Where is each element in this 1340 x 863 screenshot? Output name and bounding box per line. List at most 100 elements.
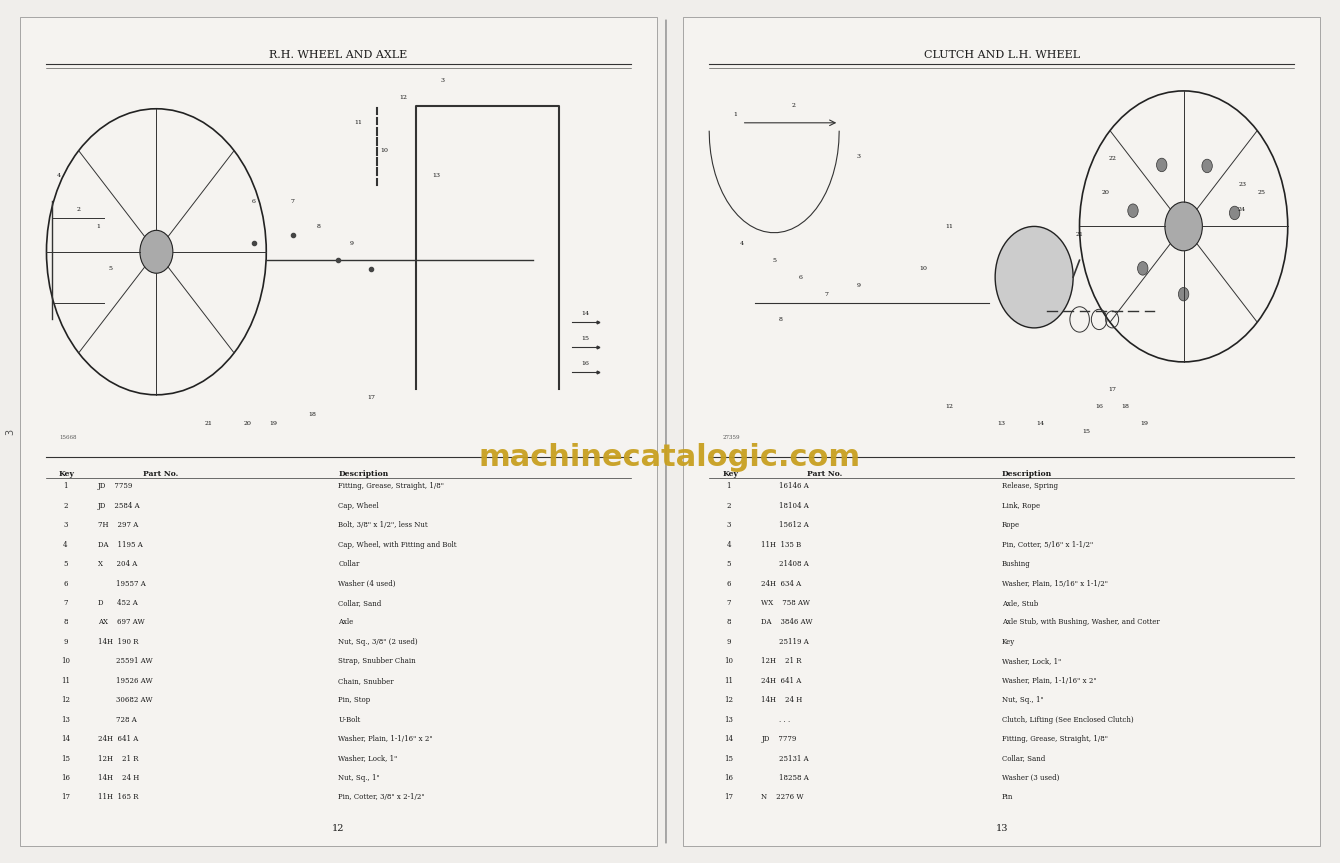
Text: 19: 19 bbox=[1140, 420, 1148, 425]
Text: 19526 AW: 19526 AW bbox=[98, 677, 153, 684]
Text: 13: 13 bbox=[998, 420, 1005, 425]
Text: Washer, Lock, 1": Washer, Lock, 1" bbox=[1001, 658, 1061, 665]
Circle shape bbox=[1138, 261, 1148, 275]
Circle shape bbox=[1178, 287, 1189, 301]
Text: machinecatalogic.com: machinecatalogic.com bbox=[478, 443, 862, 472]
Text: CLUTCH AND L.H. WHEEL: CLUTCH AND L.H. WHEEL bbox=[923, 50, 1080, 60]
Text: Key: Key bbox=[59, 469, 75, 477]
Circle shape bbox=[1128, 204, 1138, 217]
Text: 18: 18 bbox=[308, 413, 316, 417]
Text: 6: 6 bbox=[252, 198, 256, 204]
Text: 13: 13 bbox=[60, 715, 70, 724]
Text: 6: 6 bbox=[63, 580, 67, 588]
Text: 18104 A: 18104 A bbox=[761, 501, 809, 510]
Text: 14: 14 bbox=[60, 735, 70, 743]
Text: Nut, Sq., 3/8" (2 used): Nut, Sq., 3/8" (2 used) bbox=[338, 638, 418, 646]
Text: Bolt, 3/8" x 1/2", less Nut: Bolt, 3/8" x 1/2", less Nut bbox=[338, 521, 427, 529]
Text: 20: 20 bbox=[1101, 190, 1110, 195]
Text: 5: 5 bbox=[109, 266, 113, 271]
Text: Axle: Axle bbox=[338, 619, 354, 627]
Text: 9: 9 bbox=[63, 638, 67, 646]
Text: JD    7759: JD 7759 bbox=[98, 482, 133, 490]
Text: 18258 A: 18258 A bbox=[761, 774, 809, 782]
Text: 15: 15 bbox=[1083, 429, 1091, 434]
Text: Key: Key bbox=[722, 469, 738, 477]
Text: 17: 17 bbox=[1108, 387, 1116, 392]
Text: Washer (3 used): Washer (3 used) bbox=[1001, 774, 1059, 782]
Text: 17: 17 bbox=[724, 793, 733, 802]
Text: 2: 2 bbox=[726, 501, 730, 510]
Text: 9: 9 bbox=[726, 638, 730, 646]
Text: 10: 10 bbox=[919, 266, 927, 271]
Text: Chain, Snubber: Chain, Snubber bbox=[338, 677, 394, 684]
Text: 17: 17 bbox=[60, 793, 70, 802]
Text: 8: 8 bbox=[63, 619, 67, 627]
Text: 15612 A: 15612 A bbox=[761, 521, 809, 529]
Text: 16: 16 bbox=[724, 774, 733, 782]
Text: 16146 A: 16146 A bbox=[761, 482, 809, 490]
Text: N    2276 W: N 2276 W bbox=[761, 793, 804, 802]
Text: 2: 2 bbox=[63, 501, 67, 510]
Text: Washer, Plain, 15/16" x 1-1/2": Washer, Plain, 15/16" x 1-1/2" bbox=[1001, 580, 1108, 588]
Text: 2: 2 bbox=[76, 207, 80, 212]
Text: X      204 A: X 204 A bbox=[98, 560, 137, 568]
Text: 15: 15 bbox=[724, 754, 733, 763]
Text: 25591 AW: 25591 AW bbox=[98, 658, 153, 665]
Text: 7: 7 bbox=[63, 599, 67, 607]
Text: 14H    24 H: 14H 24 H bbox=[761, 696, 803, 704]
Text: 11H  165 R: 11H 165 R bbox=[98, 793, 138, 802]
Text: 13: 13 bbox=[996, 824, 1008, 834]
Text: 11: 11 bbox=[724, 677, 733, 684]
Text: Pin, Stop: Pin, Stop bbox=[338, 696, 371, 704]
Text: 3: 3 bbox=[441, 78, 445, 83]
Text: JD    7779: JD 7779 bbox=[761, 735, 796, 743]
Text: 5: 5 bbox=[63, 560, 67, 568]
Text: 18: 18 bbox=[1122, 404, 1130, 408]
Text: Fitting, Grease, Straight, 1/8": Fitting, Grease, Straight, 1/8" bbox=[1001, 735, 1108, 743]
Text: 9: 9 bbox=[350, 241, 354, 246]
Text: 14: 14 bbox=[1037, 420, 1045, 425]
Text: 8: 8 bbox=[726, 619, 730, 627]
Text: 10: 10 bbox=[379, 148, 387, 153]
FancyBboxPatch shape bbox=[683, 17, 1320, 846]
Text: Rope: Rope bbox=[1001, 521, 1020, 529]
Text: 11H  135 B: 11H 135 B bbox=[761, 540, 801, 549]
Text: 12H    21 R: 12H 21 R bbox=[98, 754, 138, 763]
Text: 8: 8 bbox=[779, 317, 783, 322]
Text: 5: 5 bbox=[726, 560, 730, 568]
Text: Pin, Cotter, 3/8" x 2-1/2": Pin, Cotter, 3/8" x 2-1/2" bbox=[338, 793, 425, 802]
Text: Part No.: Part No. bbox=[807, 469, 842, 477]
Text: Release, Spring: Release, Spring bbox=[1001, 482, 1057, 490]
Text: 6: 6 bbox=[799, 274, 803, 280]
Text: 12: 12 bbox=[60, 696, 70, 704]
Text: 11: 11 bbox=[60, 677, 70, 684]
Circle shape bbox=[139, 230, 173, 274]
Text: 17: 17 bbox=[367, 395, 375, 400]
Text: DA    1195 A: DA 1195 A bbox=[98, 540, 142, 549]
Text: 16: 16 bbox=[60, 774, 70, 782]
Text: Part No.: Part No. bbox=[143, 469, 178, 477]
Text: Axle, Stub: Axle, Stub bbox=[1001, 599, 1038, 607]
Text: 7H    297 A: 7H 297 A bbox=[98, 521, 138, 529]
Text: R.H. WHEEL AND AXLE: R.H. WHEEL AND AXLE bbox=[269, 50, 407, 60]
Text: Collar, Sand: Collar, Sand bbox=[338, 599, 382, 607]
Text: Link, Rope: Link, Rope bbox=[1001, 501, 1040, 510]
Text: Washer, Lock, 1": Washer, Lock, 1" bbox=[338, 754, 398, 763]
Text: 30682 AW: 30682 AW bbox=[98, 696, 153, 704]
Text: 14H  190 R: 14H 190 R bbox=[98, 638, 138, 646]
Text: 4: 4 bbox=[63, 540, 67, 549]
Text: 15: 15 bbox=[582, 336, 590, 341]
Text: 11: 11 bbox=[946, 224, 954, 229]
Text: 15668: 15668 bbox=[59, 435, 76, 440]
Text: Pin, Cotter, 5/16" x 1-1/2": Pin, Cotter, 5/16" x 1-1/2" bbox=[1001, 540, 1093, 549]
Circle shape bbox=[1164, 202, 1202, 251]
Text: Bushing: Bushing bbox=[1001, 560, 1030, 568]
Text: 25131 A: 25131 A bbox=[761, 754, 809, 763]
Text: 23: 23 bbox=[1238, 181, 1246, 186]
Text: Description: Description bbox=[338, 469, 389, 477]
Text: Cap, Wheel: Cap, Wheel bbox=[338, 501, 379, 510]
Text: Clutch, Lifting (See Enclosed Clutch): Clutch, Lifting (See Enclosed Clutch) bbox=[1001, 715, 1134, 724]
Text: 22: 22 bbox=[1108, 156, 1116, 161]
Text: 10: 10 bbox=[60, 658, 70, 665]
Text: D      452 A: D 452 A bbox=[98, 599, 138, 607]
